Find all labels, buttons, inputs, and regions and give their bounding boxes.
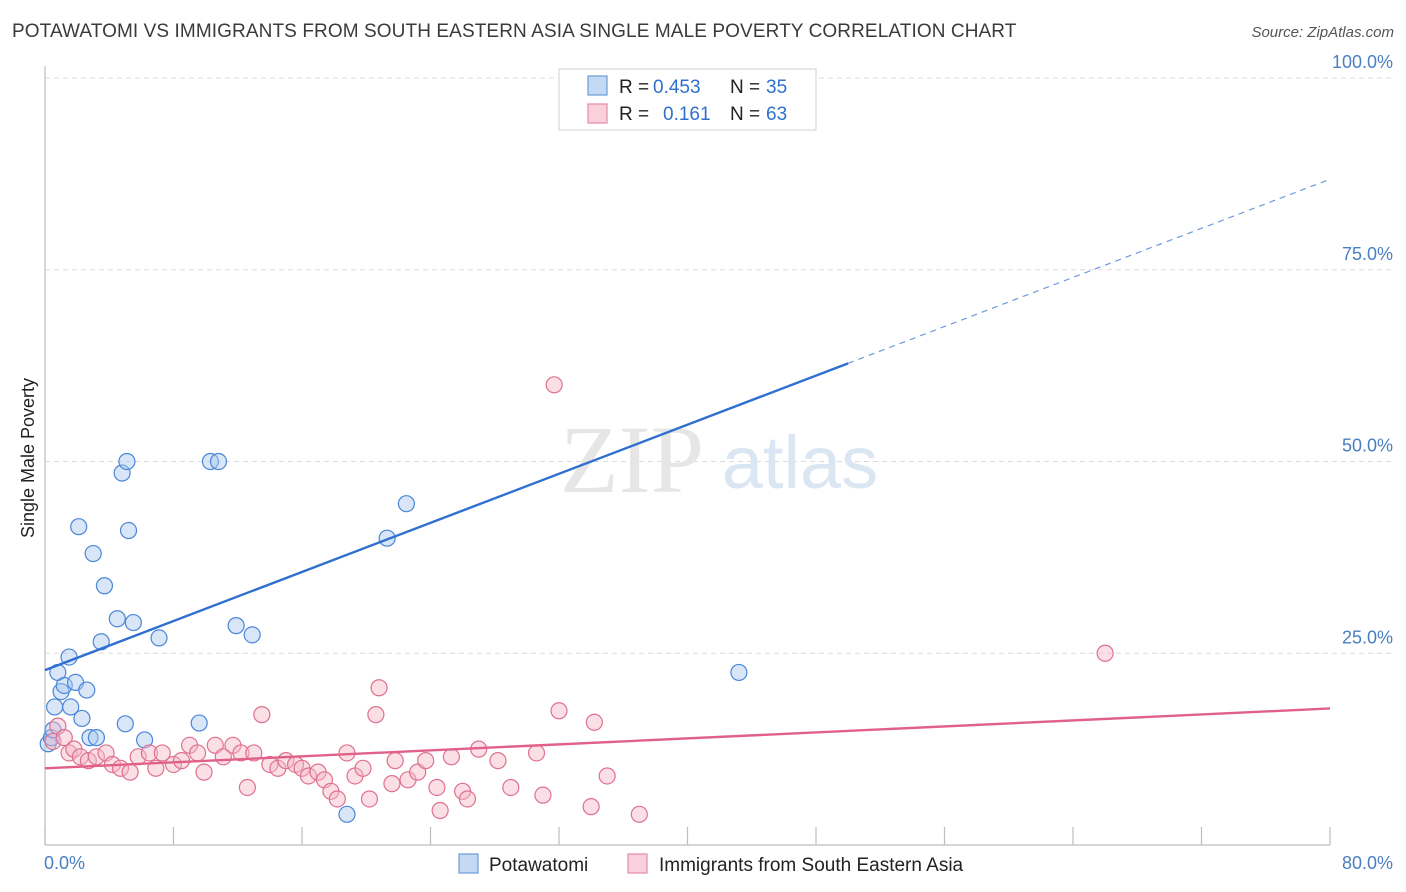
data-point-immigrants — [383, 775, 401, 793]
series-legend-label-immigrants: Immigrants from South Eastern Asia — [659, 855, 964, 876]
data-point-potawatomi — [227, 617, 245, 635]
data-point-immigrants — [582, 798, 600, 816]
data-point-immigrants — [428, 778, 446, 797]
series-legend-swatch-immigrants — [627, 853, 648, 874]
data-point-immigrants — [153, 744, 171, 762]
legend-swatch-immigrants — [587, 103, 608, 124]
data-point-potawatomi — [73, 709, 91, 728]
axes — [44, 66, 1331, 846]
source-credit: Source: ZipAtlas.com — [1251, 24, 1394, 41]
watermark: ZIP atlas — [560, 406, 878, 513]
trend-line-immigrants — [44, 707, 1331, 770]
data-point-immigrants — [238, 778, 256, 797]
data-point-immigrants — [502, 778, 520, 797]
y-tick-label: 25.0% — [1342, 627, 1393, 647]
data-point-immigrants — [545, 376, 563, 394]
data-point-potawatomi — [338, 805, 356, 823]
data-point-immigrants — [370, 679, 388, 697]
data-point-immigrants — [245, 744, 263, 762]
data-point-immigrants — [140, 744, 159, 762]
data-point-immigrants — [367, 706, 385, 724]
data-point-potawatomi — [119, 521, 138, 540]
data-point-potawatomi — [81, 729, 99, 747]
legend-r-value-1: 0.453 — [653, 77, 701, 98]
watermark-zip: ZIP — [560, 406, 704, 513]
data-point-potawatomi — [124, 613, 142, 632]
data-point-immigrants — [55, 729, 73, 747]
data-point-immigrants — [550, 702, 568, 720]
grid-lines — [45, 77, 1394, 654]
data-point-immigrants — [442, 748, 460, 766]
legend-n-label-1: N = — [730, 77, 760, 98]
legend-n-value-2: 63 — [766, 104, 787, 125]
data-point-potawatomi — [209, 452, 228, 471]
data-point-immigrants — [458, 790, 477, 808]
series-legend-label-potawatomi: Potawatomi — [489, 855, 588, 876]
legend-n-value-1: 35 — [766, 77, 787, 98]
data-point-potawatomi — [95, 577, 114, 595]
data-point-potawatomi — [243, 626, 261, 644]
data-point-potawatomi — [70, 518, 88, 536]
data-point-immigrants — [261, 755, 279, 774]
watermark-atlas: atlas — [722, 421, 878, 504]
data-point-immigrants — [44, 732, 62, 751]
trend-line-extension-potawatomi — [847, 178, 1331, 364]
data-point-immigrants — [195, 763, 213, 781]
data-point-immigrants — [164, 755, 183, 774]
data-point-potawatomi — [190, 714, 208, 732]
data-point-potawatomi — [46, 698, 64, 716]
data-point-immigrants — [489, 752, 507, 770]
data-point-immigrants — [598, 767, 616, 785]
data-point-immigrants — [354, 759, 372, 777]
data-point-potawatomi — [116, 715, 134, 733]
legend-r-label-2: R = — [619, 104, 649, 125]
data-point-potawatomi — [87, 729, 106, 747]
data-point-immigrants — [534, 786, 552, 804]
trend-line-potawatomi — [44, 362, 849, 672]
data-point-immigrants — [1096, 644, 1114, 662]
data-point-potawatomi — [135, 731, 154, 749]
data-point-potawatomi — [397, 495, 416, 513]
data-point-potawatomi — [108, 610, 126, 628]
trend-lines — [44, 178, 1331, 770]
series-legend-swatch-potawatomi — [458, 853, 479, 874]
data-point-potawatomi — [730, 663, 748, 682]
data-point-immigrants — [328, 790, 346, 808]
legend-r-value-2: 0.161 — [663, 104, 711, 125]
y-tick-label: 50.0% — [1342, 436, 1393, 456]
y-tick-label: 75.0% — [1342, 244, 1393, 264]
data-point-potawatomi — [84, 544, 102, 563]
stats-legend: R = 0.453 N = 35 R = 0.161 N = 63 — [558, 68, 817, 131]
data-point-immigrants — [527, 744, 546, 762]
data-point-immigrants — [188, 744, 207, 762]
data-point-potawatomi — [150, 629, 168, 647]
data-point-potawatomi — [55, 676, 73, 695]
legend-n-label-2: N = — [730, 104, 760, 125]
data-point-potawatomi — [62, 698, 80, 716]
x-tick-label: 80.0% — [1342, 853, 1393, 873]
series-legend: Potawatomi Immigrants from South Eastern… — [458, 853, 964, 876]
data-point-immigrants — [79, 752, 97, 770]
chart-title: POTAWATOMI VS IMMIGRANTS FROM SOUTH EAST… — [12, 21, 1017, 42]
data-point-immigrants — [417, 752, 435, 770]
legend-r-label-1: R = — [619, 77, 649, 98]
y-axis-label: Single Male Poverty — [18, 378, 38, 538]
tick-labels: 25.0% 50.0% 75.0% 100.0% 0.0% 80.0% — [44, 52, 1393, 873]
data-point-immigrants — [431, 801, 449, 820]
x-tick-label: 0.0% — [44, 853, 85, 873]
data-point-immigrants — [232, 744, 250, 762]
data-point-immigrants — [253, 706, 271, 724]
data-point-potawatomi — [78, 681, 96, 699]
data-point-immigrants — [630, 805, 648, 823]
data-point-immigrants — [299, 767, 318, 785]
data-point-immigrants — [386, 752, 404, 770]
data-point-immigrants — [121, 763, 139, 781]
data-point-immigrants — [360, 790, 379, 808]
data-point-immigrants — [585, 713, 603, 731]
data-point-potawatomi — [118, 452, 136, 471]
legend-swatch-potawatomi — [587, 75, 608, 96]
y-tick-label: 100.0% — [1332, 52, 1393, 72]
